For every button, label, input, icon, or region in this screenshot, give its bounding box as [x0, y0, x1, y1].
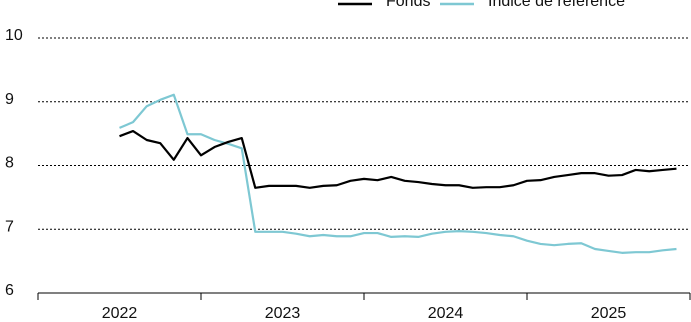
legend-label: Fonds — [386, 0, 430, 10]
series-line — [119, 93, 677, 254]
x-tick-label: 2023 — [265, 305, 301, 322]
x-tick-label: 2022 — [102, 305, 138, 322]
y-tick-label: 9 — [5, 91, 14, 108]
legend-label: Indice de référence — [488, 0, 625, 10]
x-tick-label: 2025 — [591, 305, 627, 322]
y-tick-label: 7 — [5, 218, 14, 235]
x-tick-label: 2024 — [428, 305, 464, 322]
y-tick-label: 8 — [5, 155, 14, 172]
series-line — [119, 129, 677, 189]
y-tick-label: 10 — [5, 27, 23, 44]
y-tick-label: 6 — [5, 282, 14, 299]
